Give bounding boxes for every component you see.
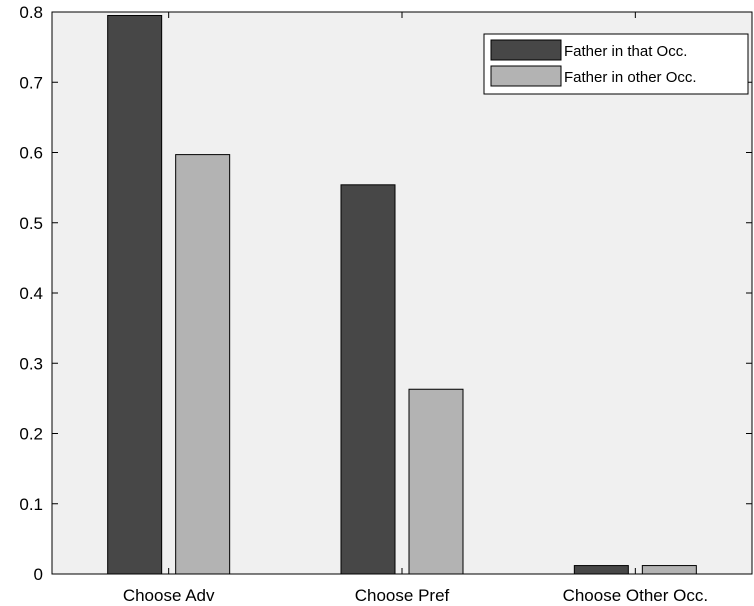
bar-father-same-occ-2 bbox=[573, 565, 629, 575]
legend-label: Father in other Occ. bbox=[564, 69, 697, 86]
x-category-label: Choose Pref bbox=[355, 586, 450, 605]
y-tick-label: 0.6 bbox=[19, 144, 43, 163]
bar-father-other-occ-0 bbox=[175, 154, 231, 575]
bar-father-other-occ-1 bbox=[408, 388, 464, 575]
legend-swatch-0 bbox=[490, 39, 562, 61]
y-tick-label: 0.4 bbox=[19, 284, 43, 303]
legend: Father in that Occ. Father in other Occ. bbox=[483, 33, 749, 95]
legend-swatch-1 bbox=[490, 65, 562, 87]
y-tick-label: 0.1 bbox=[19, 495, 43, 514]
x-category-label: Choose Adv bbox=[123, 586, 215, 605]
y-tick-label: 0.7 bbox=[19, 73, 43, 92]
y-tick-label: 0.3 bbox=[19, 354, 43, 373]
y-tick-label: 0.5 bbox=[19, 214, 43, 233]
y-tick-label: 0.2 bbox=[19, 425, 43, 444]
x-axis: Choose Adv Choose Pref Choose Other Occ. bbox=[123, 12, 708, 605]
bar-father-other-occ-2 bbox=[641, 565, 697, 575]
legend-label: Father in that Occ. bbox=[564, 43, 687, 60]
x-category-label: Choose Other Occ. bbox=[563, 586, 709, 605]
bar-father-same-occ-0 bbox=[107, 15, 163, 575]
plot-area bbox=[51, 11, 753, 575]
y-axis: 0 0.1 0.2 0.3 0.4 0.5 0.6 0.7 0.8 bbox=[19, 3, 752, 584]
y-tick-label: 0 bbox=[34, 565, 43, 584]
bar-father-same-occ-1 bbox=[340, 184, 396, 575]
y-tick-label: 0.8 bbox=[19, 3, 43, 22]
bars-group bbox=[107, 15, 697, 575]
